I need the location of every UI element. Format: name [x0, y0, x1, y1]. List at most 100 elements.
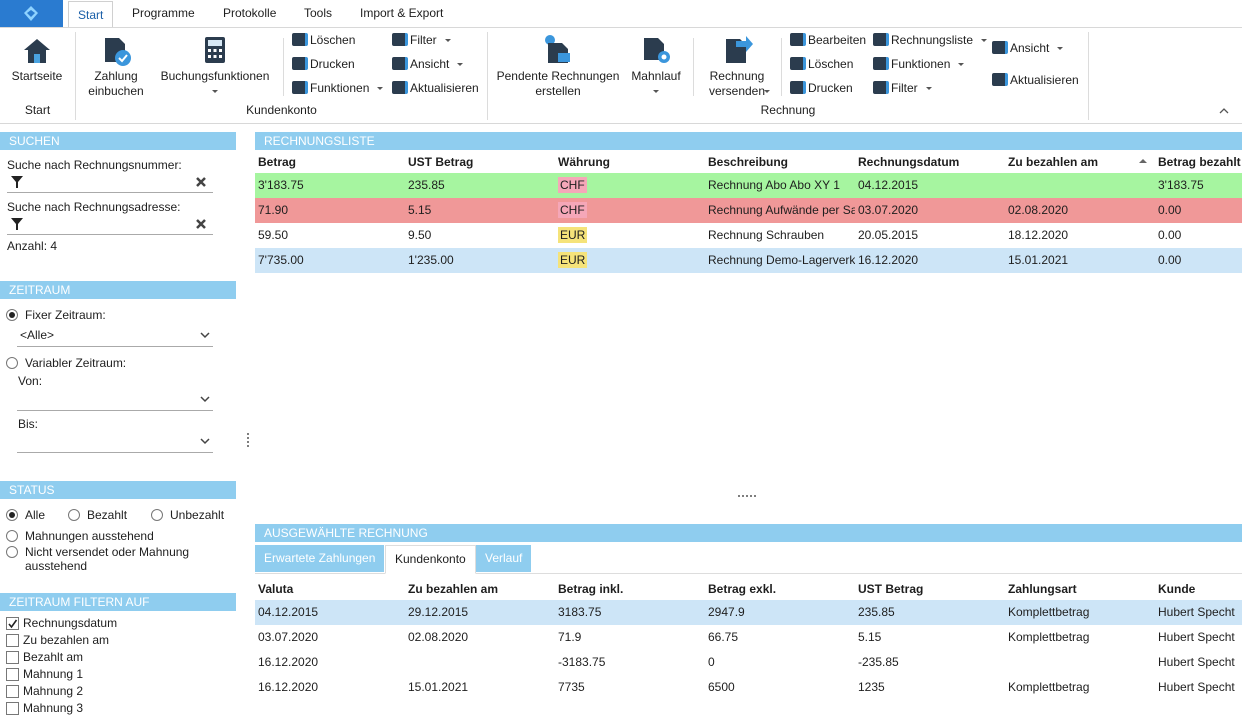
ribbon-small-button[interactable]: Funktionen	[891, 57, 951, 71]
table-row[interactable]: 59.50 9.50 EUR Rechnung Schrauben 20.05.2015…	[255, 223, 1242, 248]
payment-icon	[105, 38, 131, 66]
ribbon-small-button[interactable]: Ansicht	[410, 57, 450, 71]
splitter-grip[interactable]	[246, 432, 250, 448]
small-button-icon	[292, 33, 308, 46]
dropdown-arrow	[764, 90, 770, 93]
to-select[interactable]	[17, 431, 213, 453]
table-row[interactable]: 16.12.2020 15.01.2021 7735 6500 1235 Komplett…	[255, 675, 1242, 700]
splitter-grip[interactable]	[737, 494, 759, 498]
ribbon-small-button[interactable]: Rechnungsliste	[891, 33, 974, 47]
button-separator	[693, 38, 694, 96]
detail-tab[interactable]: Erwartete Zahlungen	[255, 545, 385, 572]
app-tab[interactable]: Programme	[132, 6, 195, 20]
table-cell: 3'183.75	[1158, 178, 1204, 192]
table-cell: 15.01.2021	[408, 680, 469, 694]
ribbon-small-button[interactable]: Löschen	[310, 33, 356, 47]
select-arrow	[200, 438, 210, 445]
status-radio[interactable]	[6, 546, 18, 558]
ribbon-small-button[interactable]: Aktualisieren	[1010, 73, 1079, 87]
table-cell: 02.08.2020	[408, 630, 469, 644]
app-tab[interactable]: Start	[68, 1, 114, 30]
table-row[interactable]: 7'735.00 1'235.00 EUR Rechnung Demo-Lagerve…	[255, 248, 1242, 273]
table-cell: Komplettbetrag	[1008, 680, 1090, 694]
small-button-icon	[790, 33, 806, 46]
radio-fixed[interactable]	[6, 309, 18, 321]
group-separator	[75, 32, 76, 120]
filter-icon	[11, 176, 23, 188]
filter-checkbox[interactable]	[6, 702, 19, 715]
table-cell: 66.75	[708, 630, 739, 644]
buchungsfunktionen-button[interactable]: Buchungsfunktionen	[160, 69, 270, 83]
zahlung-einbuchen-button[interactable]: Zahlung einbuchen	[88, 69, 144, 98]
clear-button[interactable]	[195, 176, 207, 188]
column-header: Währung	[558, 155, 610, 169]
radio-label: Alle	[25, 508, 46, 522]
table-cell: 7735	[558, 680, 585, 694]
detail-tabs: Erwartete Zahlungen Kundenkonto Verlauf	[255, 545, 1242, 574]
pendente-rechnungen-button[interactable]: Pendente Rechnungen erstellen	[496, 69, 620, 98]
dropdown-arrow	[981, 39, 987, 42]
ribbon-small-button[interactable]: Filter	[410, 33, 437, 47]
ribbon-small-button[interactable]: Bearbeiten	[808, 33, 867, 47]
filter-checkbox[interactable]	[6, 651, 19, 664]
table-row[interactable]: 71.90 5.15 CHF Rechnung Aufwände per Sa 03.0…	[255, 198, 1242, 223]
table-cell: Hubert Specht	[1158, 630, 1235, 644]
search-address-input[interactable]	[7, 214, 213, 235]
checkbox-label: Mahnung 1	[23, 667, 84, 681]
table-row[interactable]: 3'183.75 235.85 CHF Rechnung Abo Abo XY 1 04…	[255, 173, 1242, 198]
table-cell: 04.12.2015	[258, 605, 319, 619]
table-cell: Hubert Specht	[1158, 605, 1235, 619]
fixed-period-select[interactable]	[17, 325, 213, 347]
dropdown-arrow	[212, 90, 218, 93]
button-separator	[781, 38, 782, 96]
radio-label: Unbezahlt	[170, 508, 225, 522]
filter-checkbox[interactable]	[6, 634, 19, 647]
table-cell	[408, 650, 555, 675]
dropdown-arrow	[1057, 47, 1063, 50]
ribbon-small-button[interactable]: Drucken	[808, 81, 853, 95]
rechnung-versenden-button[interactable]: Rechnung versenden	[708, 69, 766, 98]
mahnlauf-button[interactable]: Mahnlauf	[631, 69, 681, 83]
filter-checkbox[interactable]	[6, 668, 19, 681]
small-button-icon	[992, 41, 1008, 54]
startseite-button[interactable]: Startseite	[11, 69, 63, 83]
search-number-input[interactable]	[7, 172, 213, 193]
filter-checkbox[interactable]	[6, 685, 19, 698]
radio-label: Variabler Zeitraum:	[25, 356, 127, 370]
ribbon-small-button[interactable]: Filter	[891, 81, 918, 95]
app-tabs: Start Programme Protokolle Tools Import & Ex…	[68, 0, 1242, 30]
ribbon-small-button[interactable]: Drucken	[310, 57, 355, 71]
ribbon-small-button[interactable]: Ansicht	[1010, 41, 1050, 55]
clear-button[interactable]	[195, 218, 207, 230]
collapse-ribbon[interactable]	[1219, 104, 1229, 118]
detail-tab[interactable]: Verlauf	[476, 545, 532, 572]
ribbon-group-label: Kundenkonto	[246, 103, 317, 117]
column-header: Betrag	[258, 155, 297, 169]
app-tab[interactable]: Protokolle	[223, 6, 277, 20]
app-tab[interactable]: Tools	[304, 6, 333, 20]
from-select[interactable]	[17, 389, 213, 411]
app-tab[interactable]: Import & Export	[360, 6, 444, 20]
status-radio[interactable]	[68, 509, 80, 521]
column-header: Betrag exkl.	[708, 582, 777, 596]
ribbon-small-button[interactable]: Löschen	[808, 57, 854, 71]
table-cell: Rechnung Abo Abo XY 1	[708, 178, 840, 192]
status-radio[interactable]	[151, 509, 163, 521]
table-row[interactable]: 03.07.2020 02.08.2020 71.9 66.75 5.15 Komplet…	[255, 625, 1242, 650]
small-button-icon	[790, 81, 806, 94]
ribbon-small-button[interactable]: Funktionen	[310, 81, 370, 95]
ribbon-small-button[interactable]: Aktualisieren	[410, 81, 479, 95]
radio-variable[interactable]	[6, 357, 18, 369]
detail-tab[interactable]: Kundenkonto	[385, 545, 476, 574]
small-button-icon	[392, 33, 408, 46]
status-radio[interactable]	[6, 530, 18, 542]
table-row[interactable]: 16.12.2020 -3183.75 0 -235.85 Hubert Specht	[255, 650, 1242, 675]
table-cell: 5.15	[858, 630, 882, 644]
filter-checkbox[interactable]	[6, 617, 19, 630]
status-radio[interactable]	[6, 509, 18, 521]
checkbox-label: Zu bezahlen am	[23, 633, 110, 647]
dropdown-arrow	[445, 39, 451, 42]
app-menu-button[interactable]	[0, 0, 63, 27]
table-row[interactable]: 04.12.2015 29.12.2015 3183.75 2947.9 235.85 K…	[255, 600, 1242, 625]
group-separator	[1088, 32, 1089, 120]
